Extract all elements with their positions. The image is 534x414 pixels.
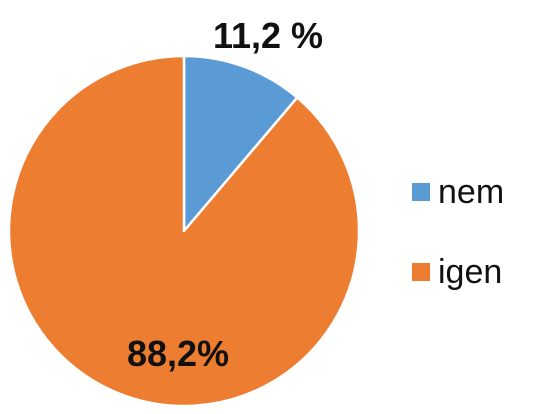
pie-slice-nem <box>182 54 299 233</box>
data-label-nem: 11,2 % <box>213 15 323 56</box>
data-label-igen: 88,2% <box>127 333 229 374</box>
pie-slice-igen <box>7 54 361 408</box>
legend-label-nem: nem <box>438 172 505 211</box>
legend-label-igen: igen <box>438 252 503 291</box>
chart-legend: nem igen <box>412 172 504 332</box>
legend-item-igen: igen <box>412 252 504 292</box>
legend-swatch-igen <box>412 263 430 281</box>
legend-swatch-nem <box>412 183 430 201</box>
legend-item-nem: nem <box>412 172 504 212</box>
